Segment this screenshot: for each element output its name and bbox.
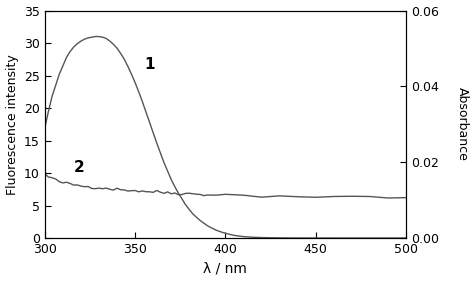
- Text: 1: 1: [144, 57, 155, 72]
- Y-axis label: Absorbance: Absorbance: [456, 87, 468, 161]
- Text: 2: 2: [74, 160, 84, 175]
- X-axis label: λ / nm: λ / nm: [203, 261, 247, 275]
- Y-axis label: Fluorescence intensity: Fluorescence intensity: [6, 54, 18, 195]
